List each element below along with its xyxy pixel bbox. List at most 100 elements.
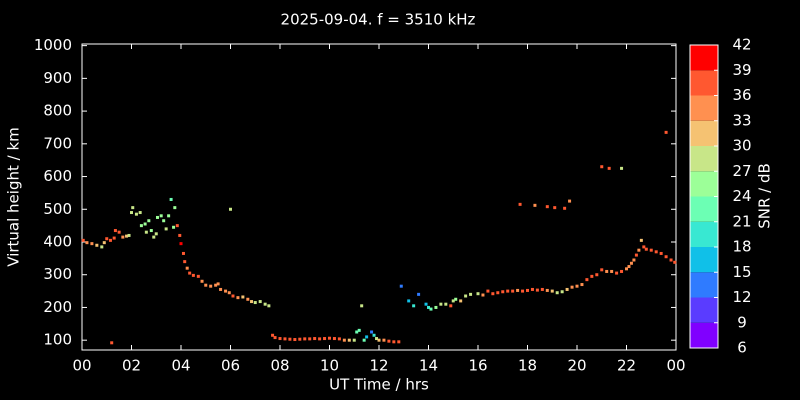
data-point xyxy=(318,337,322,341)
data-point xyxy=(642,245,646,249)
data-point xyxy=(545,288,549,292)
data-point xyxy=(162,219,166,223)
data-point xyxy=(253,301,257,305)
data-point xyxy=(370,330,374,334)
x-tick-label: 04 xyxy=(171,357,190,375)
data-point xyxy=(134,212,138,216)
data-point xyxy=(568,199,572,203)
data-point xyxy=(486,289,490,293)
data-point xyxy=(81,238,85,242)
y-tick-label: 500 xyxy=(43,200,72,218)
data-point xyxy=(526,288,529,292)
data-point xyxy=(155,215,159,219)
x-tick-label: 00 xyxy=(666,357,685,375)
data-point xyxy=(328,336,331,340)
data-point xyxy=(550,289,554,293)
data-point xyxy=(625,267,628,271)
data-point xyxy=(179,242,183,246)
colorbar-tick-label: 18 xyxy=(732,238,751,256)
data-point xyxy=(283,337,287,341)
data-point xyxy=(451,299,455,303)
data-point xyxy=(258,300,262,304)
colorbar-bin xyxy=(690,120,718,146)
data-point xyxy=(439,302,443,306)
colorbar-bin xyxy=(690,322,718,348)
data-point xyxy=(313,337,317,341)
data-point xyxy=(125,234,129,238)
data-point xyxy=(399,284,403,288)
data-point xyxy=(288,337,292,341)
data-point xyxy=(627,265,631,269)
data-point xyxy=(372,333,376,337)
y-tick-label: 700 xyxy=(43,134,72,152)
data-point xyxy=(610,269,614,273)
data-point xyxy=(540,287,544,291)
colorbar-tick-label: 9 xyxy=(737,313,747,331)
data-point xyxy=(360,304,364,308)
colorbar-bin xyxy=(690,221,718,247)
data-point xyxy=(387,339,391,343)
colorbar-tick-label: 6 xyxy=(737,339,747,357)
data-point xyxy=(149,229,153,233)
data-point xyxy=(154,232,158,236)
data-point xyxy=(362,338,366,342)
colorbar-bin xyxy=(690,196,718,222)
y-tick-label: 600 xyxy=(43,167,72,185)
data-point xyxy=(639,238,643,242)
data-point xyxy=(236,296,240,300)
data-point xyxy=(224,289,228,293)
data-point xyxy=(112,236,116,240)
data-point xyxy=(185,266,189,270)
data-point xyxy=(427,305,430,309)
data-point xyxy=(183,260,187,264)
data-point xyxy=(167,214,171,218)
data-point xyxy=(308,337,312,341)
colorbar-tick-label: 24 xyxy=(732,187,751,205)
colorbar-bin xyxy=(690,247,718,273)
data-point xyxy=(595,273,599,277)
data-point xyxy=(303,337,307,341)
data-point xyxy=(147,219,151,223)
y-tick-label: 300 xyxy=(43,265,72,283)
data-point xyxy=(607,166,611,170)
data-point xyxy=(347,338,351,342)
data-point xyxy=(454,297,458,301)
data-point xyxy=(143,222,147,226)
data-point xyxy=(216,282,220,286)
colorbar-bin xyxy=(690,95,718,121)
data-point xyxy=(600,268,604,272)
data-point xyxy=(204,283,208,287)
data-point xyxy=(634,253,638,257)
data-point xyxy=(375,337,379,341)
data-point xyxy=(278,337,282,341)
data-point xyxy=(131,206,135,210)
data-point xyxy=(417,292,421,296)
data-point xyxy=(459,299,463,303)
data-point xyxy=(424,302,428,306)
data-point xyxy=(229,207,232,211)
colorbar-tick-label: 12 xyxy=(732,288,751,306)
colorbar-tick-label: 39 xyxy=(732,61,751,79)
data-point xyxy=(117,230,121,234)
data-point xyxy=(620,166,624,170)
data-point xyxy=(175,224,179,228)
data-point xyxy=(444,302,448,306)
x-tick-label: 22 xyxy=(617,357,636,375)
y-tick-label: 400 xyxy=(43,233,72,251)
data-point xyxy=(629,261,633,265)
chart-title: 2025-09-04. f = 3510 kHz xyxy=(281,11,476,29)
colorbar-bin xyxy=(690,70,718,96)
data-point xyxy=(530,287,534,291)
colorbar-label: SNR / dB xyxy=(756,163,774,229)
data-point xyxy=(449,304,453,308)
data-point xyxy=(533,203,537,207)
data-point xyxy=(127,233,131,237)
data-point xyxy=(227,291,231,295)
data-point xyxy=(469,292,473,296)
data-point xyxy=(615,271,619,275)
y-axis-label: Virtual height / km xyxy=(5,127,23,266)
data-point xyxy=(342,338,346,342)
data-point xyxy=(293,338,297,342)
colorbar-tick-label: 27 xyxy=(732,162,751,180)
data-point xyxy=(191,273,195,277)
